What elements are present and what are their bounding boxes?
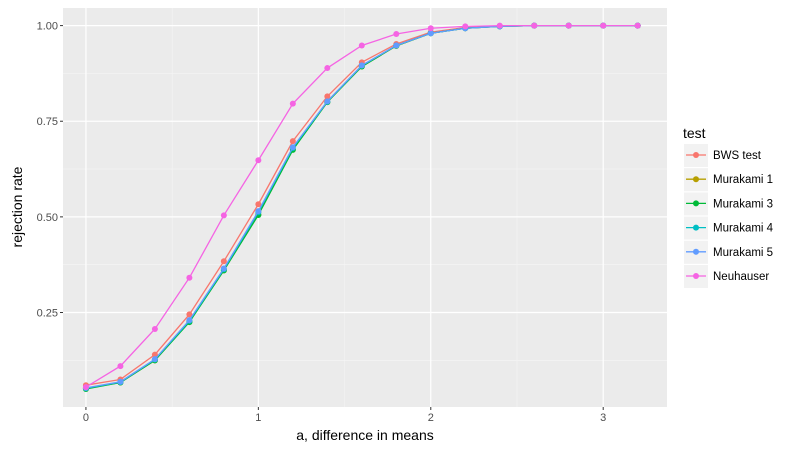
data-point	[324, 65, 331, 72]
data-point	[151, 351, 158, 358]
x-tick-label: 2	[428, 412, 434, 424]
data-point	[255, 157, 262, 164]
legend-key-point	[693, 200, 699, 207]
data-point	[289, 100, 296, 107]
y-tick-label: 0.75	[37, 116, 58, 128]
plot-panel	[63, 8, 667, 407]
x-tick-label: 3	[600, 412, 606, 424]
data-point	[289, 138, 296, 145]
data-point	[255, 208, 262, 215]
y-axis-title: rejection rate	[9, 166, 25, 247]
x-tick-label: 1	[255, 412, 261, 424]
data-point	[186, 311, 193, 318]
data-point	[358, 42, 365, 49]
legend-item: Murakami 1	[684, 168, 773, 192]
y-tick-label: 0.50	[37, 212, 58, 224]
data-point	[427, 25, 434, 32]
x-axis-title: a, difference in means	[296, 427, 434, 443]
legend-item: Murakami 3	[684, 192, 773, 216]
legend-label: Murakami 1	[713, 174, 773, 186]
legend-key-point	[693, 152, 699, 158]
grid-minor	[63, 8, 667, 407]
data-point	[324, 93, 331, 100]
data-point	[82, 384, 89, 391]
data-point	[462, 23, 469, 30]
data-point	[220, 265, 227, 272]
legend-item: Murakami 4	[684, 216, 774, 240]
legend: test BWS test Murakami 1 Murakami 3 Murakam…	[683, 125, 774, 288]
legend-label: Murakami 3	[713, 198, 773, 210]
data-point	[531, 22, 538, 29]
data-point	[427, 30, 434, 37]
legend-key-point	[693, 224, 699, 231]
data-point	[496, 22, 503, 29]
data-point	[600, 22, 607, 29]
y-tick-label: 0.25	[37, 308, 58, 320]
legend-item: Neuhauser	[684, 265, 769, 288]
data-point	[186, 274, 193, 281]
y-axis: 0.25 0.50 0.75 1.00	[37, 21, 63, 320]
data-point	[117, 363, 124, 370]
legend-item: Murakami 5	[684, 240, 773, 264]
data-point	[565, 22, 572, 29]
data-point	[117, 378, 124, 385]
data-point	[393, 31, 400, 38]
legend-title: test	[683, 125, 706, 141]
legend-label: Murakami 4	[713, 223, 774, 235]
x-axis: 0 1 2 3	[83, 407, 606, 424]
data-point	[255, 201, 262, 208]
data-point	[289, 144, 296, 151]
data-point	[186, 317, 193, 324]
legend-key-point	[693, 176, 699, 183]
data-point	[393, 42, 400, 49]
data-point	[220, 258, 227, 265]
legend-label: BWS test	[713, 150, 762, 162]
y-tick-label: 1.00	[37, 21, 58, 33]
legend-key-point	[693, 273, 699, 279]
data-point	[151, 356, 158, 363]
data-point	[634, 22, 641, 29]
legend-label: Neuhauser	[713, 271, 769, 283]
data-point	[220, 212, 227, 219]
data-point	[324, 98, 331, 105]
data-point	[358, 62, 365, 69]
series-neuhauser	[82, 22, 641, 391]
x-tick-label: 0	[83, 412, 89, 424]
data-point	[151, 325, 158, 332]
legend-label: Murakami 5	[713, 247, 773, 259]
legend-item: BWS test	[684, 144, 762, 167]
legend-key-point	[693, 248, 699, 255]
series-layer	[82, 22, 641, 393]
